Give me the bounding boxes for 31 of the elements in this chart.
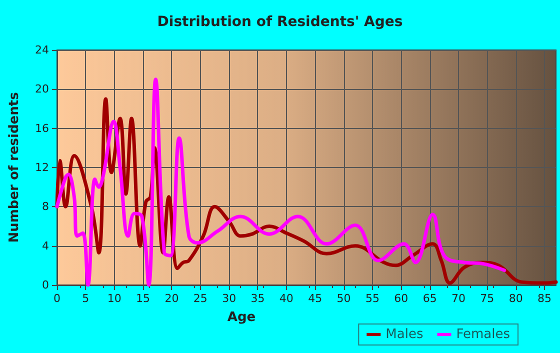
x-tick-label: 20 xyxy=(164,292,179,305)
x-tick-label: 80 xyxy=(508,292,523,305)
x-tick-label: 5 xyxy=(82,292,90,305)
x-tick-label: 75 xyxy=(480,292,494,305)
x-tick-label: 60 xyxy=(394,292,408,305)
line-series xyxy=(55,78,506,287)
legend-label: Females xyxy=(456,327,510,342)
y-tick-label: 8 xyxy=(42,200,49,214)
x-tick-label: 65 xyxy=(422,292,437,305)
x-tick-label: 10 xyxy=(107,292,122,305)
x-tick-label: 70 xyxy=(451,292,466,305)
x-tick-label: 55 xyxy=(365,292,380,305)
x-tick-label: 50 xyxy=(336,292,351,305)
x-tick-label: 40 xyxy=(279,292,294,305)
y-tick-label: 20 xyxy=(35,82,49,96)
x-tick-label: 30 xyxy=(222,292,236,305)
y-tick-label: 24 xyxy=(35,44,49,56)
x-tick-label: 15 xyxy=(136,292,150,305)
chart-title: Distribution of Residents' Ages xyxy=(157,14,403,30)
x-tick-label: 25 xyxy=(193,292,208,305)
y-axis-title: Number of residents xyxy=(7,92,22,243)
y-tick-label: 16 xyxy=(35,122,49,135)
x-tick-label: 35 xyxy=(250,292,265,305)
x-tick-label: 85 xyxy=(538,292,552,305)
x-tick-label: 0 xyxy=(54,292,60,305)
y-tick-label: 0 xyxy=(42,278,49,292)
legend-label: Males xyxy=(386,327,424,342)
x-tick-label: 45 xyxy=(308,292,322,305)
y-tick-label: 12 xyxy=(35,161,49,174)
x-axis-title: Age xyxy=(227,310,256,325)
y-tick-label: 4 xyxy=(42,239,49,252)
